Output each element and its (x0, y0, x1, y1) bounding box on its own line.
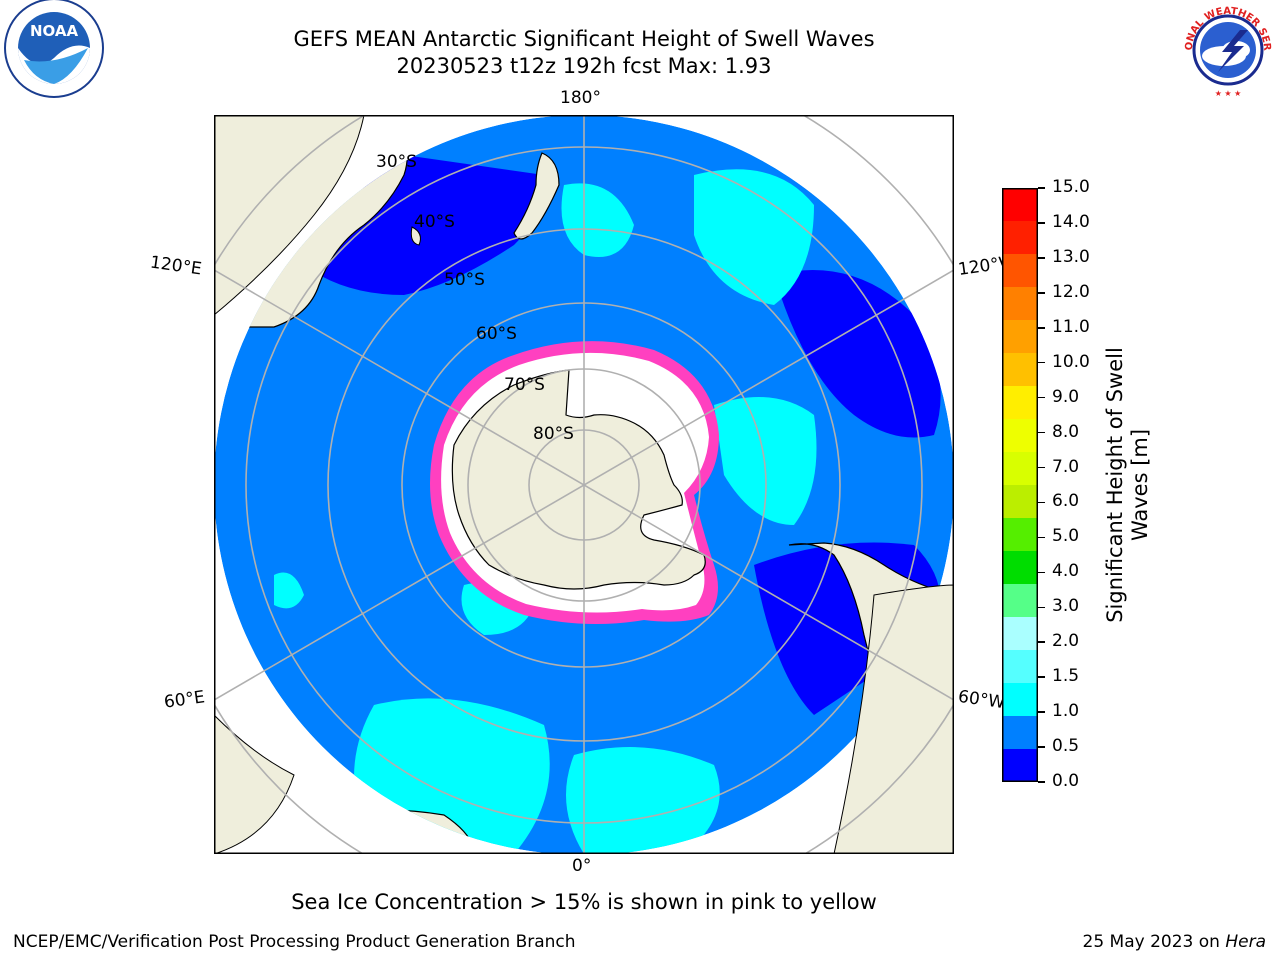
colorbar-segment (1002, 419, 1038, 453)
colorbar-tick-mark (1038, 361, 1045, 364)
nws-logo-icon: NATIONAL WEATHER SERVICE ★ ★ ★ (1178, 0, 1276, 98)
colorbar-tick-mark (1038, 606, 1045, 609)
colorbar-segment (1002, 485, 1038, 519)
sea-ice-note: Sea Ice Concentration > 15% is shown in … (291, 890, 877, 914)
lon-label-0: 0° (572, 856, 592, 876)
colorbar-tick-label: 7.0 (1052, 456, 1080, 477)
colorbar-tick-label: 2.0 (1052, 631, 1080, 652)
colorbar-segment (1002, 683, 1038, 717)
colorbar-tick-label: 14.0 (1052, 211, 1090, 232)
lon-label-60e: 60°E (162, 687, 207, 713)
colorbar-segment (1002, 386, 1038, 420)
colorbar-tick-label: 10.0 (1052, 351, 1090, 372)
colorbar-tick-mark (1038, 676, 1045, 678)
colorbar-tick-mark (1038, 257, 1045, 259)
colorbar-segment (1002, 320, 1038, 354)
lon-label-180: 180° (560, 88, 601, 108)
colorbar-segment (1002, 452, 1038, 486)
colorbar-tick-label: 0.5 (1052, 736, 1080, 757)
colorbar-tick-mark (1038, 222, 1045, 224)
lat-label-40s: 40°S (414, 212, 455, 232)
colorbar-tick-mark (1038, 711, 1045, 713)
colorbar-segment (1002, 617, 1038, 651)
colorbar-tick-label: 0.0 (1052, 771, 1080, 791)
colorbar-tick-label: 6.0 (1052, 491, 1080, 512)
colorbar-tick-label: 1.5 (1052, 666, 1080, 687)
colorbar-tick-mark (1038, 327, 1045, 329)
antarctica-landmass (451, 369, 706, 590)
colorbar-tick-mark (1038, 641, 1045, 643)
colorbar-tick-mark (1038, 571, 1045, 574)
colorbar-segment (1002, 650, 1038, 684)
colorbar-segment (1002, 584, 1038, 618)
colorbar-tick-label: 13.0 (1052, 246, 1090, 267)
map-subtitle: 20230523 t12z 192h fcst Max: 1.93 (396, 54, 772, 78)
colorbar-segment (1002, 716, 1038, 750)
lat-label-30s: 30°S (376, 152, 417, 172)
svg-text:★ ★ ★: ★ ★ ★ (1215, 89, 1242, 98)
colorbar-segment (1002, 254, 1038, 288)
lat-label-50s: 50°S (444, 270, 485, 290)
colorbar-tick-mark (1038, 187, 1045, 189)
colorbar-tick-label: 12.0 (1052, 281, 1090, 302)
graticule (214, 115, 954, 854)
lon-label-120e: 120°E (148, 252, 203, 280)
colorbar-segment (1002, 287, 1038, 321)
colorbar-tick-mark (1038, 466, 1045, 469)
colorbar-segment (1002, 221, 1038, 255)
lat-label-80s: 80°S (533, 424, 574, 444)
colorbar-segment (1002, 188, 1038, 222)
map-title: GEFS MEAN Antarctic Significant Height o… (293, 27, 875, 51)
colorbar-title: Significant Height of Swell Waves [m] (1103, 347, 1152, 623)
colorbar-tick-mark (1038, 396, 1045, 399)
colorbar-tick-mark (1038, 501, 1045, 504)
colorbar-segment (1002, 749, 1038, 782)
colorbar-tick-label: 11.0 (1052, 316, 1090, 337)
colorbar-tick-mark (1038, 431, 1045, 434)
lon-label-60w: 60°W (956, 686, 1007, 714)
colorbar (1002, 188, 1038, 782)
colorbar-tick-label: 4.0 (1052, 561, 1080, 582)
polar-map (214, 115, 954, 854)
credit-left: NCEP/EMC/Verification Post Processing Pr… (13, 932, 576, 952)
lat-label-70s: 70°S (504, 375, 545, 395)
colorbar-segment (1002, 353, 1038, 387)
credit-right: 25 May 2023 on Hera (1082, 932, 1267, 952)
colorbar-tick-mark (1038, 536, 1045, 539)
noaa-logo-text: NOAA (30, 22, 79, 40)
colorbar-tick-mark (1038, 781, 1045, 783)
colorbar-tick-mark (1038, 292, 1045, 294)
colorbar-tick-label: 15.0 (1052, 177, 1090, 197)
colorbar-segment (1002, 551, 1038, 585)
colorbar-tick-label: 1.0 (1052, 701, 1080, 722)
colorbar-segment (1002, 518, 1038, 552)
colorbar-tick-label: 9.0 (1052, 386, 1080, 407)
colorbar-tick-label: 5.0 (1052, 526, 1080, 547)
colorbar-tick-label: 8.0 (1052, 421, 1080, 442)
noaa-logo-icon: NOAA (4, 0, 104, 98)
colorbar-tick-mark (1038, 746, 1045, 748)
colorbar-tick-label: 3.0 (1052, 596, 1080, 617)
new-zealand-landmass (513, 152, 560, 240)
lat-label-60s: 60°S (476, 324, 517, 344)
